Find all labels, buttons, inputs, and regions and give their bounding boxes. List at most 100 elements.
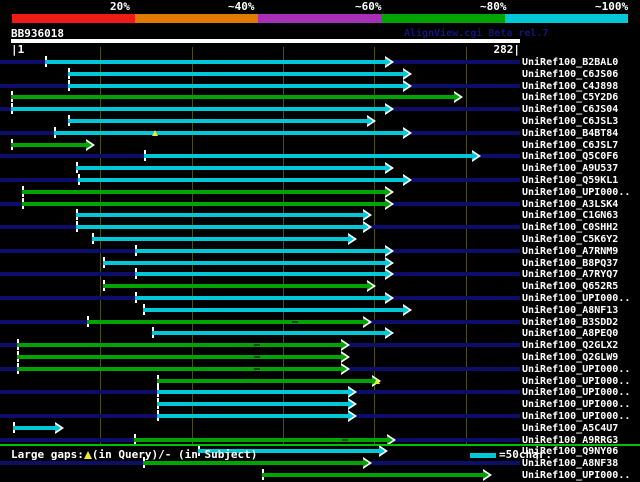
alignment-row[interactable] (0, 433, 520, 446)
alignment-row[interactable] (0, 457, 520, 470)
alignment-row[interactable] (0, 138, 520, 151)
alignment-bar[interactable] (13, 425, 55, 430)
alignment-row[interactable] (0, 197, 520, 210)
hit-label[interactable]: UniRef100_C4J898 (522, 80, 619, 92)
alignment-bar[interactable] (22, 201, 385, 206)
alignment-row[interactable] (0, 233, 520, 245)
hit-label[interactable]: UniRef100_C5Y2D6 (522, 92, 619, 104)
alignment-bar[interactable] (68, 83, 403, 88)
hit-label[interactable]: UniRef100_Q9NY06 (522, 446, 619, 458)
hit-label[interactable]: UniRef100_C6JS04 (522, 104, 619, 116)
alignment-bar[interactable] (11, 107, 385, 112)
alignment-row[interactable] (0, 398, 520, 411)
alignment-row[interactable] (0, 56, 520, 68)
alignment-bar[interactable] (152, 331, 385, 336)
alignment-row[interactable] (0, 280, 520, 293)
alignment-bar[interactable] (11, 95, 454, 100)
alignment-bar[interactable] (17, 343, 341, 348)
hit-label[interactable]: UniRef100_UPI000.. (522, 293, 631, 304)
alignment-row[interactable] (0, 362, 520, 375)
alignment-bar[interactable] (54, 130, 403, 135)
alignment-bar[interactable] (22, 189, 385, 194)
alignment-row[interactable] (0, 256, 520, 269)
alignment-bar[interactable] (78, 178, 403, 182)
alignment-row[interactable] (0, 469, 520, 481)
hit-label[interactable]: UniRef100_A7RNM9 (522, 245, 619, 257)
alignment-row[interactable] (0, 126, 520, 139)
hit-label[interactable]: UniRef100_UPI000.. (522, 470, 631, 481)
alignment-bar[interactable] (157, 414, 348, 418)
alignment-bar[interactable] (135, 248, 385, 253)
alignment-row[interactable] (0, 174, 520, 186)
alignment-bar[interactable] (11, 142, 86, 147)
alignment-row[interactable] (0, 303, 520, 316)
alignment-row[interactable] (0, 115, 520, 127)
hit-label[interactable]: UniRef100_A9U537 (522, 163, 619, 175)
hit-label[interactable]: UniRef100_UPI000.. (522, 375, 631, 387)
alignment-bar[interactable] (76, 213, 363, 218)
alignment-row[interactable] (0, 103, 520, 116)
alignment-bar[interactable] (134, 437, 387, 442)
hit-label[interactable]: UniRef100_A5C4U7 (522, 422, 619, 434)
alignment-bar[interactable] (144, 154, 472, 159)
hit-label[interactable]: UniRef100_B3SDD2 (522, 316, 619, 328)
hit-label[interactable]: UniRef100_C6JSL7 (522, 139, 619, 151)
alignment-row[interactable] (0, 244, 520, 257)
alignment-bar[interactable] (17, 366, 341, 371)
alignment-bar[interactable] (262, 473, 483, 477)
alignment-bar[interactable] (157, 378, 372, 383)
alignment-row[interactable] (0, 315, 520, 328)
alignment-row[interactable] (0, 327, 520, 340)
hit-label[interactable]: UniRef100_Q2GLW9 (522, 352, 619, 363)
alignment-row[interactable] (0, 221, 520, 234)
hit-label[interactable]: UniRef100_C6JSL3 (522, 116, 619, 127)
hit-label[interactable]: UniRef100_C0SHH2 (522, 222, 619, 234)
hit-label[interactable]: UniRef100_B2BAL0 (522, 57, 619, 68)
alignment-bar[interactable] (143, 461, 363, 466)
hit-label[interactable]: UniRef100_C5K6Y2 (522, 234, 619, 245)
hit-label[interactable]: UniRef100_A8NF13 (522, 304, 619, 316)
alignment-row[interactable] (0, 421, 520, 434)
alignment-bar[interactable] (17, 355, 341, 359)
hit-label[interactable]: UniRef100_Q652R5 (522, 281, 619, 293)
alignment-row[interactable] (0, 374, 520, 387)
alignment-row[interactable] (0, 79, 520, 92)
alignment-bar[interactable] (198, 449, 379, 454)
alignment-bar[interactable] (135, 272, 385, 277)
alignment-bar[interactable] (68, 119, 367, 123)
hit-label[interactable]: UniRef100_A8NF38 (522, 458, 619, 470)
alignment-row[interactable] (0, 445, 520, 458)
alignment-row[interactable] (0, 185, 520, 198)
hit-label[interactable]: UniRef100_B4BT84 (522, 127, 619, 139)
hit-label[interactable]: UniRef100_A8PEQ0 (522, 328, 619, 340)
alignment-row[interactable] (0, 67, 520, 80)
alignment-row[interactable] (0, 209, 520, 222)
alignment-row[interactable] (0, 268, 520, 281)
alignment-row[interactable] (0, 91, 520, 104)
alignment-bar[interactable] (157, 402, 348, 407)
hit-label[interactable]: UniRef100_A9RRG3 (522, 434, 619, 446)
hit-label[interactable]: UniRef100_Q5C0F6 (522, 151, 619, 163)
alignment-bar[interactable] (157, 390, 348, 395)
alignment-row[interactable] (0, 339, 520, 352)
alignment-bar[interactable] (103, 284, 367, 289)
alignment-row[interactable] (0, 351, 520, 363)
hit-label[interactable]: UniRef100_Q2GLX2 (522, 340, 619, 352)
hit-label[interactable]: UniRef100_UPI000.. (522, 399, 631, 411)
hit-label[interactable]: UniRef100_A7RYQ7 (522, 269, 619, 281)
alignment-bar[interactable] (45, 60, 385, 64)
alignment-row[interactable] (0, 292, 520, 304)
alignment-bar[interactable] (135, 296, 385, 300)
alignment-row[interactable] (0, 150, 520, 163)
hit-label[interactable]: UniRef100_B8PQ37 (522, 257, 619, 269)
hit-label[interactable]: UniRef100_UPI000.. (522, 363, 631, 375)
alignment-bar[interactable] (76, 166, 385, 171)
alignment-bar[interactable] (143, 307, 403, 312)
alignment-row[interactable] (0, 162, 520, 175)
hit-label[interactable]: UniRef100_Q59KL1 (522, 175, 619, 186)
alignment-bar[interactable] (103, 260, 385, 265)
alignment-bar[interactable] (68, 71, 403, 76)
hit-label[interactable]: UniRef100_C6JS06 (522, 68, 619, 80)
hit-label[interactable]: UniRef100_UPI000.. (522, 411, 631, 422)
hit-label[interactable]: UniRef100_UPI000.. (522, 387, 631, 399)
